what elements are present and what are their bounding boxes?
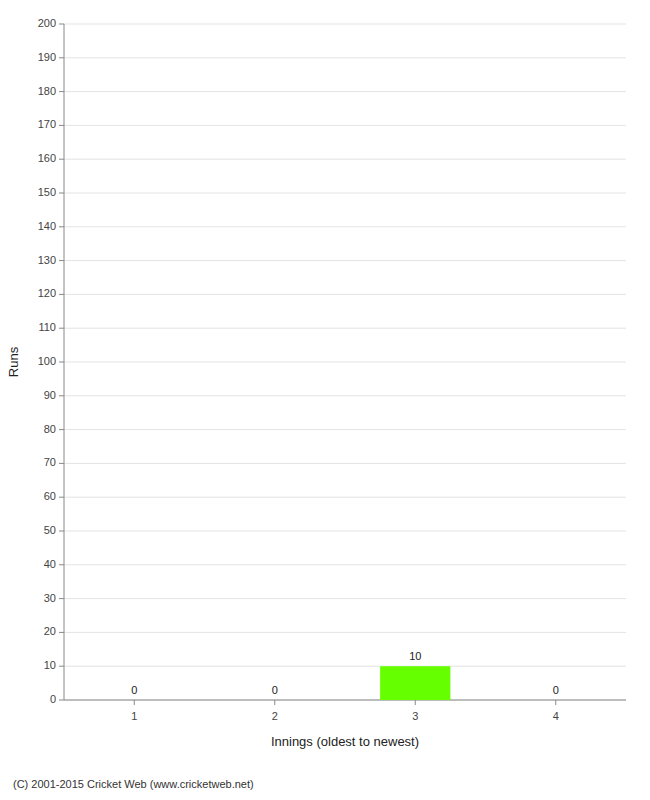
x-axis-line [64, 700, 626, 701]
data-label: 0 [272, 684, 278, 696]
y-tick-label: 40 [44, 558, 56, 570]
bar [380, 666, 450, 700]
y-tick [59, 226, 64, 227]
x-axis-title: Innings (oldest to newest) [271, 734, 419, 749]
grid-line [64, 362, 626, 363]
x-tick [415, 700, 416, 705]
y-tick-label: 30 [44, 592, 56, 604]
y-tick [59, 362, 64, 363]
y-tick [59, 429, 64, 430]
grid-line [64, 57, 626, 58]
y-tick [59, 700, 64, 701]
y-tick [59, 125, 64, 126]
y-tick [59, 497, 64, 498]
y-tick-label: 0 [50, 693, 56, 705]
y-tick-label: 50 [44, 524, 56, 536]
x-tick-label: 4 [553, 710, 559, 722]
x-tick [274, 700, 275, 705]
x-tick-label: 1 [131, 710, 137, 722]
y-tick-label: 70 [44, 456, 56, 468]
grid-line [64, 91, 626, 92]
grid-line [64, 598, 626, 599]
y-tick-label: 190 [38, 51, 56, 63]
data-labels: 0 0 10 0 [131, 650, 559, 696]
y-tick-label: 110 [38, 321, 56, 333]
footer: (C) 2001-2015 Cricket Web (www.cricketwe… [13, 778, 254, 790]
bars [380, 666, 450, 700]
y-tick-label: 200 [38, 17, 56, 29]
grid-line [64, 193, 626, 194]
y-tick-label: 150 [38, 186, 56, 198]
grid-line [64, 463, 626, 464]
bar [99, 700, 169, 701]
data-label: 0 [553, 684, 559, 696]
y-tick-label: 130 [38, 254, 56, 266]
grid-line [64, 531, 626, 532]
bar [521, 700, 591, 701]
y-tick [59, 463, 64, 464]
data-label: 0 [131, 684, 137, 696]
chart: 0102030405060708090100110120130140150160… [0, 0, 650, 800]
y-tick-label: 180 [38, 85, 56, 97]
y-tick [59, 395, 64, 396]
axes: 0102030405060708090100110120130140150160… [38, 17, 626, 722]
grid-line [64, 497, 626, 498]
y-tick-label: 120 [38, 287, 56, 299]
y-tick [59, 666, 64, 667]
y-tick [59, 632, 64, 633]
x-tick-label: 2 [272, 710, 278, 722]
y-tick [59, 57, 64, 58]
x-tick-label: 3 [412, 710, 418, 722]
x-tick [134, 700, 135, 705]
y-tick [59, 193, 64, 194]
y-axis-title: Runs [6, 346, 21, 377]
y-tick [59, 531, 64, 532]
y-tick-label: 20 [44, 625, 56, 637]
y-tick-label: 170 [38, 118, 56, 130]
y-axis-line [64, 24, 65, 700]
y-tick [59, 91, 64, 92]
grid-line [64, 328, 626, 329]
grid-line [64, 24, 626, 25]
y-tick [59, 260, 64, 261]
y-tick [59, 294, 64, 295]
grid-line [64, 125, 626, 126]
y-tick [59, 24, 64, 25]
grid-line [64, 429, 626, 430]
grid-line [64, 395, 626, 396]
grid-line [64, 260, 626, 261]
y-tick-label: 10 [44, 659, 56, 671]
grid [64, 24, 626, 700]
grid-line [64, 700, 626, 701]
y-tick [59, 159, 64, 160]
y-tick-label: 90 [44, 389, 56, 401]
y-tick [59, 564, 64, 565]
grid-line [64, 226, 626, 227]
x-tick [555, 700, 556, 705]
grid-line [64, 159, 626, 160]
grid-line [64, 632, 626, 633]
data-label: 10 [409, 650, 421, 662]
y-tick-label: 160 [38, 152, 56, 164]
y-tick [59, 598, 64, 599]
grid-line [64, 666, 626, 667]
grid-line [64, 294, 626, 295]
y-tick [59, 328, 64, 329]
bar [240, 700, 310, 701]
y-tick-label: 80 [44, 423, 56, 435]
y-tick-label: 60 [44, 490, 56, 502]
grid-line [64, 564, 626, 565]
y-tick-label: 140 [38, 220, 56, 232]
y-tick-label: 100 [38, 355, 56, 367]
